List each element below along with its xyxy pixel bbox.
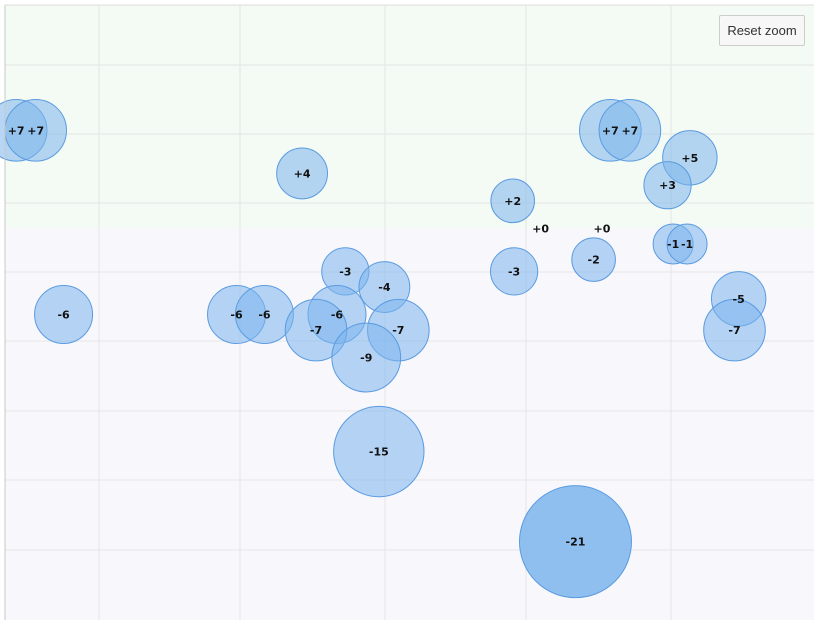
bubble-label: -15 <box>369 446 389 459</box>
bubble[interactable] <box>331 322 402 393</box>
bubble-label: -6 <box>57 308 70 321</box>
bubble[interactable] <box>490 247 539 296</box>
bubble-label: -5 <box>733 293 745 306</box>
bubble-label: +4 <box>294 167 311 180</box>
bubble-label: -4 <box>378 281 391 294</box>
bubble-label: +3 <box>659 179 676 192</box>
bubble-label: -7 <box>310 324 322 337</box>
bubble-label: +5 <box>681 152 698 165</box>
bubble-series <box>0 99 767 599</box>
bubble[interactable] <box>666 223 708 265</box>
bubble-label: -7 <box>392 324 404 337</box>
bubble[interactable] <box>703 298 766 362</box>
bubble-label: +2 <box>504 195 521 208</box>
bubble[interactable] <box>333 405 425 498</box>
bubble-label: -21 <box>566 536 586 549</box>
bubble[interactable] <box>598 99 662 162</box>
bubble-labels: +7 +7+4+2+0 +0+7 +7+5+3-1 -1-6 -6 -6-3-4-6-7 -7… <box>8 124 745 548</box>
bubble-label: +7 <box>621 124 638 137</box>
reset-zoom-button[interactable]: Reset zoom <box>719 15 805 46</box>
bubble[interactable] <box>643 161 692 210</box>
bubble-label: -9 <box>360 352 372 365</box>
plot-band-positive <box>5 5 814 229</box>
bubble-label: +7 <box>27 124 44 137</box>
bubble[interactable] <box>571 237 616 282</box>
bubble-label: -6 <box>258 308 271 321</box>
bubble[interactable] <box>518 485 632 599</box>
bubble-label: -1 <box>681 238 693 251</box>
bubble[interactable] <box>276 147 328 200</box>
bubble-label: -3 <box>339 265 351 278</box>
bubble[interactable] <box>490 178 536 224</box>
bubble-label: -7 <box>728 324 740 337</box>
bubble-label: -3 <box>508 265 520 278</box>
bubble-label: +0 <box>594 222 611 235</box>
bubble[interactable] <box>34 284 94 344</box>
bubble-label: -2 <box>588 254 600 267</box>
bubble-label: -6 <box>331 308 344 321</box>
bubble-label: +7 <box>602 124 619 137</box>
bubble-label: -6 <box>230 308 243 321</box>
bubble-label: -1 <box>667 238 679 251</box>
bubble-label: +0 <box>532 222 549 235</box>
bubble-label: +7 <box>8 124 25 137</box>
